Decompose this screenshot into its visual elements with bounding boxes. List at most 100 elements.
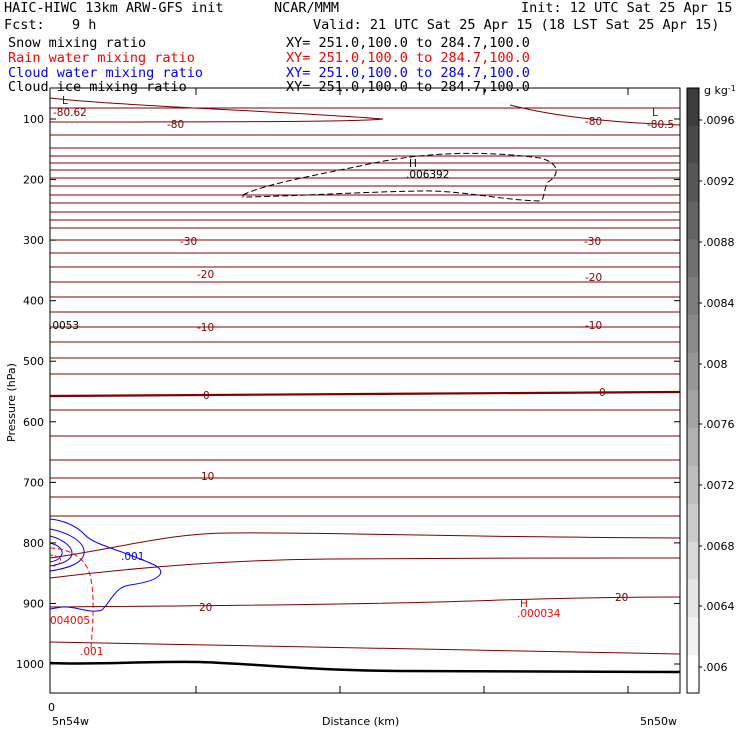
field-name-snow: Snow mixing ratio [8, 35, 147, 51]
colorbar-label: .0072 [703, 479, 735, 492]
y-tick-label: 800 [23, 537, 44, 550]
isotherm-line-zero [49, 390, 681, 398]
ice-max-marker: H [409, 158, 417, 170]
colorbar-label: .008 [703, 358, 728, 371]
colorbar-bin [687, 466, 699, 505]
cloud-ice-contour [242, 152, 557, 202]
colorbar-bin [687, 503, 699, 543]
forecast-hour: 9 h [72, 17, 97, 33]
colorbar-bin [687, 352, 699, 391]
y-tick-label: 100 [23, 113, 44, 126]
x-axis-end-label: 5n50w [640, 715, 677, 728]
field-name-cloud-water: Cloud water mixing ratio [8, 65, 204, 81]
isotherm-line [509, 104, 681, 126]
colorbar-label: .0084 [703, 297, 735, 310]
colorbar-label: .0096 [703, 114, 735, 127]
organization-label: NCAR/MMM [274, 0, 340, 16]
model-title: HAIC-HIWC 13km ARW-GFS init [4, 0, 224, 16]
colorbar-bin [687, 125, 699, 165]
colorbar-bin [687, 201, 699, 240]
isotherm-value-label: 10 [201, 471, 214, 483]
y-tick-label: 1000 [16, 658, 44, 671]
rain-max-marker: H [520, 598, 528, 610]
colorbar-bin [687, 579, 699, 618]
isotherm-line [49, 97, 384, 123]
colorbar-bin [687, 314, 699, 354]
colorbar-bin [687, 239, 699, 278]
colorbar-bin [687, 655, 699, 694]
plot-frame [49, 87, 681, 694]
field-name-cloud-ice: Cloud ice mixing ratio [8, 79, 187, 95]
x-axis-title: Distance (km) [322, 715, 399, 728]
cloud-water-contour [49, 542, 63, 563]
colorbar-unit-text: g kg [704, 84, 728, 97]
isotherm-value-label: -80 [585, 116, 602, 128]
valid-time: Valid: 21 UTC Sat 25 Apr 15 (18 LST Sat … [313, 17, 720, 33]
cloud-water-contour [49, 518, 162, 612]
y-tick-label: 300 [23, 234, 44, 247]
isotherm-line [49, 641, 681, 655]
field-xy-cloud-ice: XY= 251.0,100.0 to 284.7,100.0 [286, 79, 530, 95]
colorbar-bin [687, 163, 699, 202]
colorbar-bin [687, 541, 699, 581]
colorbar-label: .0068 [703, 540, 735, 553]
rain-contour-label: .001 [80, 646, 103, 658]
isotherm-value-label: 20 [199, 602, 212, 614]
y-tick-label: 900 [23, 597, 44, 610]
isotherm-value-label: -80.5 [647, 119, 674, 131]
cloud-water-contour [49, 528, 85, 572]
colorbar-label: .006 [703, 661, 728, 674]
y-tick-label: 700 [23, 476, 44, 489]
colorbar-bin [687, 390, 699, 429]
isotherm-value-label: -80.62 [53, 107, 87, 119]
colorbar-bin [687, 617, 699, 656]
y-tick-label: 200 [23, 174, 44, 187]
field-xy-rain: XY= 251.0,100.0 to 284.7,100.0 [286, 50, 530, 66]
colorbar-unit: g kg-1 [704, 84, 736, 97]
cloud-water-contour [49, 535, 73, 567]
colorbar-frame [686, 87, 700, 694]
field-xy-cloud-water: XY= 251.0,100.0 to 284.7,100.0 [286, 65, 530, 81]
y-tick-label: 500 [23, 355, 44, 368]
isotherm-value-label: -20 [197, 269, 214, 281]
x-axis-zero-label: 0 [48, 701, 55, 714]
colorbar-bin [687, 277, 699, 316]
special-contours [49, 152, 557, 649]
isotherm-lines [49, 97, 681, 674]
init-time: Init: 12 UTC Sat 25 Apr 15 [521, 0, 733, 16]
x-axis [49, 88, 629, 693]
isotherm-value-label: L [652, 107, 658, 119]
contour-labels: -80 -80-80.62-80.5LL-30 -30-20 -20-10 -100 01… [49, 95, 674, 658]
y-tick-label: 400 [23, 295, 44, 308]
isotherm-value-label: L [62, 95, 68, 107]
isotherm-value-label: -30 [584, 236, 601, 248]
y-tick-label: 600 [23, 416, 44, 429]
rain-contour [49, 547, 94, 649]
isotherm-value-label: 20 [615, 592, 628, 604]
colorbar-label: .0088 [703, 236, 735, 249]
isotherm-value-label: -30 [180, 236, 197, 248]
colorbar-label: .0076 [703, 418, 735, 431]
rain-contour-label: 004005 [50, 615, 90, 627]
colorbar-label: .0092 [703, 175, 735, 188]
forecast-label: Fcst: [4, 17, 45, 33]
colorbar-unit-exponent: -1 [728, 84, 736, 93]
y-axis-title: Pressure (hPa) [5, 363, 18, 442]
ice-max-value: .006392 [406, 169, 449, 181]
rain-contour [49, 554, 61, 567]
isotherm-line [49, 532, 681, 559]
isotherm-line [49, 557, 681, 579]
colorbar: .0096 .0092 .0088 .0084 .008 .0076 .0072 .0068.… [686, 87, 735, 694]
field-name-rain: Rain water mixing ratio [8, 50, 195, 66]
isotherm-value-label: -10 [585, 320, 602, 332]
isotherm-value-label: 0 [203, 390, 210, 402]
snow-value-label: .0053 [49, 320, 79, 332]
isotherm-value-label: -10 [197, 322, 214, 334]
x-axis-start-label: 5n54w [52, 715, 89, 728]
isotherm-value-label: 0 [599, 387, 606, 399]
rain-max-value: .000034 [517, 608, 561, 620]
field-xy-snow: XY= 251.0,100.0 to 284.7,100.0 [286, 35, 530, 51]
isotherm-value-label: -80 [167, 119, 184, 131]
